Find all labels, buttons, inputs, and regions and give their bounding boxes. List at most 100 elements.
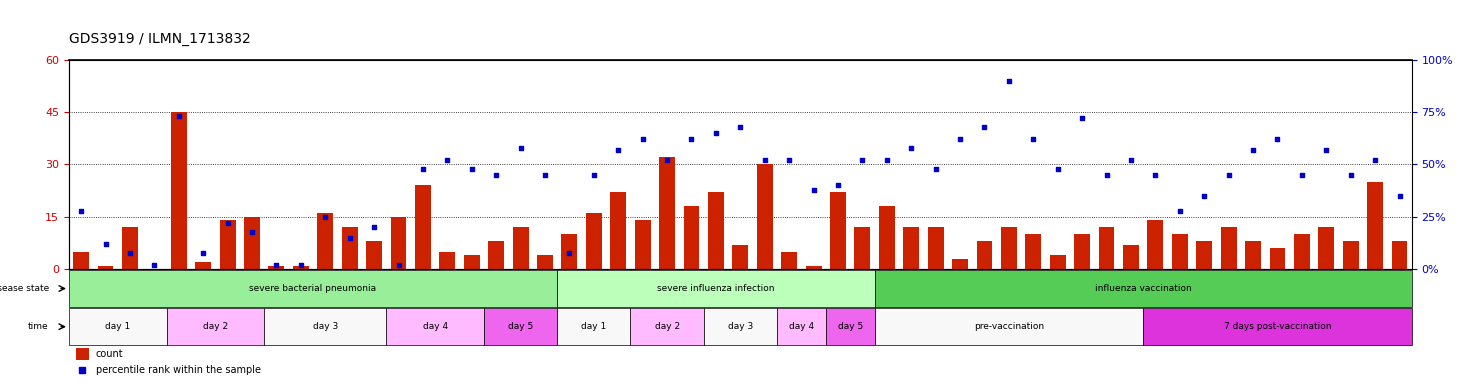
Text: severe influenza infection: severe influenza infection: [657, 284, 774, 293]
Point: [534, 172, 557, 178]
Point: [1022, 136, 1045, 142]
Bar: [1294, 235, 1309, 270]
Point: [119, 250, 142, 256]
Point: [484, 172, 507, 178]
Bar: [586, 214, 601, 270]
Point: [729, 124, 752, 130]
Text: count: count: [95, 349, 123, 359]
Bar: [1391, 242, 1407, 270]
Point: [509, 145, 532, 151]
Bar: [704, 308, 777, 345]
Point: [777, 157, 800, 163]
Bar: [243, 217, 259, 270]
Point: [69, 208, 92, 214]
Text: severe bacterial pneumonia: severe bacterial pneumonia: [249, 284, 377, 293]
Bar: [1050, 255, 1066, 270]
Bar: [513, 227, 529, 270]
Point: [1265, 136, 1289, 142]
Text: day 4: day 4: [789, 322, 814, 331]
Bar: [880, 207, 894, 270]
Bar: [122, 227, 138, 270]
Bar: [1196, 242, 1212, 270]
Bar: [1025, 235, 1041, 270]
Bar: [951, 259, 968, 270]
Point: [827, 182, 850, 189]
Text: day 1: day 1: [106, 322, 130, 331]
Bar: [440, 252, 456, 270]
Bar: [976, 242, 992, 270]
Bar: [875, 308, 1143, 345]
Bar: [1318, 227, 1334, 270]
Text: 7 days post-vaccination: 7 days post-vaccination: [1224, 322, 1331, 331]
Bar: [69, 308, 167, 345]
Point: [142, 262, 166, 268]
Bar: [630, 308, 704, 345]
Point: [1217, 172, 1240, 178]
Point: [362, 224, 386, 230]
Point: [410, 166, 434, 172]
Bar: [825, 308, 875, 345]
Bar: [610, 192, 626, 270]
Bar: [73, 252, 89, 270]
Text: GDS3919 / ILMN_1713832: GDS3919 / ILMN_1713832: [69, 32, 251, 46]
Point: [387, 262, 410, 268]
Point: [754, 157, 777, 163]
Point: [1315, 147, 1338, 153]
Point: [949, 136, 972, 142]
Bar: [195, 262, 211, 270]
Point: [94, 241, 117, 247]
Point: [216, 220, 239, 226]
Bar: [903, 227, 919, 270]
Point: [1119, 157, 1142, 163]
Bar: [387, 308, 484, 345]
Bar: [1001, 227, 1017, 270]
Bar: [415, 185, 431, 270]
Point: [850, 157, 874, 163]
Text: disease state: disease state: [0, 284, 48, 293]
Bar: [1148, 220, 1164, 270]
Bar: [264, 308, 387, 345]
Bar: [1368, 182, 1382, 270]
Point: [630, 136, 654, 142]
Text: day 1: day 1: [581, 322, 607, 331]
Text: day 3: day 3: [312, 322, 337, 331]
Point: [289, 262, 312, 268]
Bar: [1075, 235, 1091, 270]
Point: [582, 172, 605, 178]
Bar: [660, 157, 674, 270]
Bar: [557, 270, 875, 307]
Bar: [635, 220, 651, 270]
Bar: [561, 235, 578, 270]
Point: [1070, 115, 1094, 121]
Point: [1095, 172, 1119, 178]
Bar: [1098, 227, 1114, 270]
Bar: [708, 192, 724, 270]
Bar: [342, 227, 358, 270]
Text: influenza vaccination: influenza vaccination: [1095, 284, 1192, 293]
Point: [704, 130, 727, 136]
Bar: [537, 255, 553, 270]
Point: [460, 166, 484, 172]
Bar: [98, 266, 113, 270]
Bar: [463, 255, 479, 270]
Text: day 2: day 2: [202, 322, 227, 331]
Bar: [488, 242, 504, 270]
Point: [1242, 147, 1265, 153]
Bar: [855, 227, 871, 270]
Point: [997, 78, 1020, 84]
Text: day 2: day 2: [654, 322, 680, 331]
Point: [1143, 172, 1167, 178]
Text: day 5: day 5: [837, 322, 863, 331]
Point: [265, 262, 289, 268]
Bar: [293, 266, 309, 270]
Point: [192, 250, 216, 256]
Bar: [172, 112, 186, 270]
Bar: [1221, 227, 1237, 270]
Bar: [167, 308, 264, 345]
Bar: [683, 207, 699, 270]
Bar: [1270, 248, 1286, 270]
Point: [607, 147, 630, 153]
Point: [167, 113, 191, 119]
Bar: [1123, 245, 1139, 270]
Point: [1192, 193, 1215, 199]
